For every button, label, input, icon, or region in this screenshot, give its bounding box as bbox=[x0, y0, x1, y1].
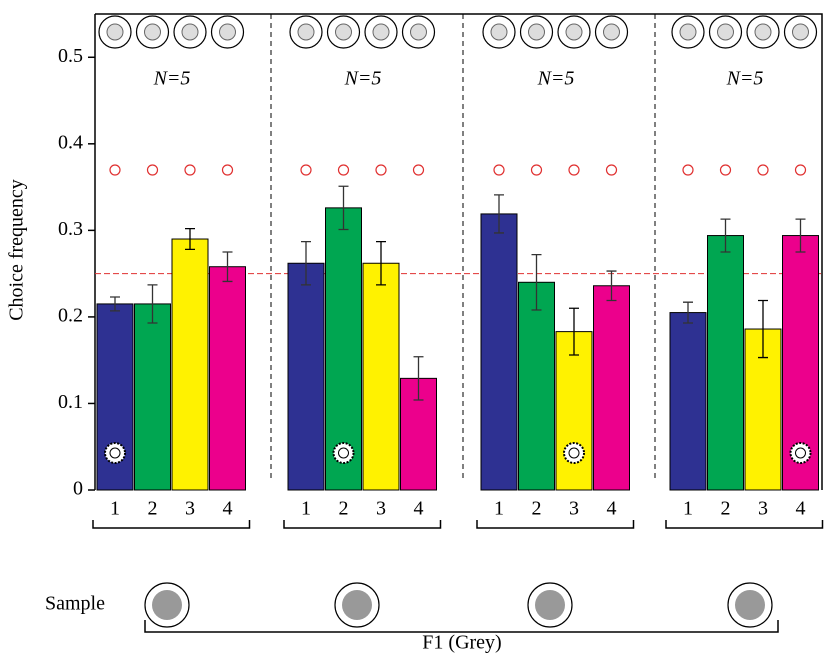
flower-center bbox=[336, 24, 352, 40]
group-bracket bbox=[477, 520, 634, 528]
flower-center bbox=[604, 24, 620, 40]
y-tick-label: 0.1 bbox=[58, 391, 83, 413]
bar bbox=[519, 282, 555, 490]
x-tick-label: 4 bbox=[796, 498, 806, 520]
n-label: N=5 bbox=[344, 68, 382, 90]
flower-center bbox=[107, 24, 123, 40]
x-tick-label: 1 bbox=[110, 498, 120, 520]
sample-flower bbox=[535, 590, 565, 620]
marker bbox=[148, 165, 158, 175]
flower-center bbox=[529, 24, 545, 40]
y-tick-label: 0.4 bbox=[58, 131, 83, 153]
group-bracket bbox=[666, 520, 823, 528]
sample-flower bbox=[735, 590, 765, 620]
sample-flower bbox=[152, 590, 182, 620]
bar bbox=[210, 267, 246, 490]
marker bbox=[683, 165, 693, 175]
bar bbox=[363, 263, 399, 490]
flower-center bbox=[411, 24, 427, 40]
y-tick-label: 0.3 bbox=[58, 218, 83, 240]
x-tick-label: 1 bbox=[301, 498, 311, 520]
flower-center bbox=[491, 24, 507, 40]
flower-center bbox=[182, 24, 198, 40]
n-label: N=5 bbox=[153, 68, 191, 90]
marker bbox=[569, 165, 579, 175]
x-tick-label: 2 bbox=[148, 498, 158, 520]
x-tick-label: 1 bbox=[494, 498, 504, 520]
flower-center bbox=[145, 24, 161, 40]
bracket bbox=[145, 620, 778, 632]
flower-center bbox=[680, 24, 696, 40]
bar bbox=[708, 236, 744, 490]
x-tick-label: 1 bbox=[683, 498, 693, 520]
x-tick-label: 2 bbox=[532, 498, 542, 520]
flower-center bbox=[793, 24, 809, 40]
flower-center bbox=[718, 24, 734, 40]
marker bbox=[339, 165, 349, 175]
chart: Choice frequency Sample F1 (Grey) 0 0.1 0.… bbox=[0, 0, 830, 655]
y-tick-label: 0.2 bbox=[58, 305, 83, 327]
marker bbox=[607, 165, 617, 175]
sample-label: Sample bbox=[45, 593, 105, 615]
flower-center bbox=[566, 24, 582, 40]
y-tick-label: 0 bbox=[73, 478, 83, 500]
marker bbox=[301, 165, 311, 175]
target-center bbox=[569, 448, 579, 458]
x-tick-label: 3 bbox=[185, 498, 195, 520]
bar bbox=[288, 263, 324, 490]
target-center bbox=[796, 448, 806, 458]
target-center bbox=[110, 448, 120, 458]
x-tick-label: 3 bbox=[758, 498, 768, 520]
marker bbox=[110, 165, 120, 175]
flower-center bbox=[220, 24, 236, 40]
x-tick-label: 3 bbox=[376, 498, 386, 520]
marker bbox=[414, 165, 424, 175]
bar bbox=[670, 313, 706, 490]
bar bbox=[594, 286, 630, 490]
marker bbox=[721, 165, 731, 175]
x-tick-label: 4 bbox=[607, 498, 617, 520]
y-axis-label: Choice frequency bbox=[6, 179, 28, 321]
x-tick-label: 2 bbox=[721, 498, 731, 520]
group-bracket bbox=[284, 520, 441, 528]
bar bbox=[481, 214, 517, 490]
marker bbox=[185, 165, 195, 175]
bar bbox=[135, 304, 171, 490]
x-tick-label: 2 bbox=[339, 498, 349, 520]
target-center bbox=[339, 448, 349, 458]
flower-center bbox=[298, 24, 314, 40]
x-tick-label: 4 bbox=[414, 498, 424, 520]
marker bbox=[532, 165, 542, 175]
y-tick-label: 0.5 bbox=[58, 45, 83, 67]
x-tick-label: 3 bbox=[569, 498, 579, 520]
marker bbox=[376, 165, 386, 175]
marker bbox=[494, 165, 504, 175]
bar bbox=[172, 239, 208, 490]
marker bbox=[223, 165, 233, 175]
x-tick-label: 4 bbox=[223, 498, 233, 520]
group-bracket bbox=[93, 520, 250, 528]
flower-center bbox=[755, 24, 771, 40]
n-label: N=5 bbox=[726, 68, 764, 90]
n-label: N=5 bbox=[537, 68, 575, 90]
bracket-label: F1 (Grey) bbox=[422, 632, 501, 654]
marker bbox=[758, 165, 768, 175]
flower-center bbox=[373, 24, 389, 40]
sample-flower bbox=[342, 590, 372, 620]
marker bbox=[796, 165, 806, 175]
